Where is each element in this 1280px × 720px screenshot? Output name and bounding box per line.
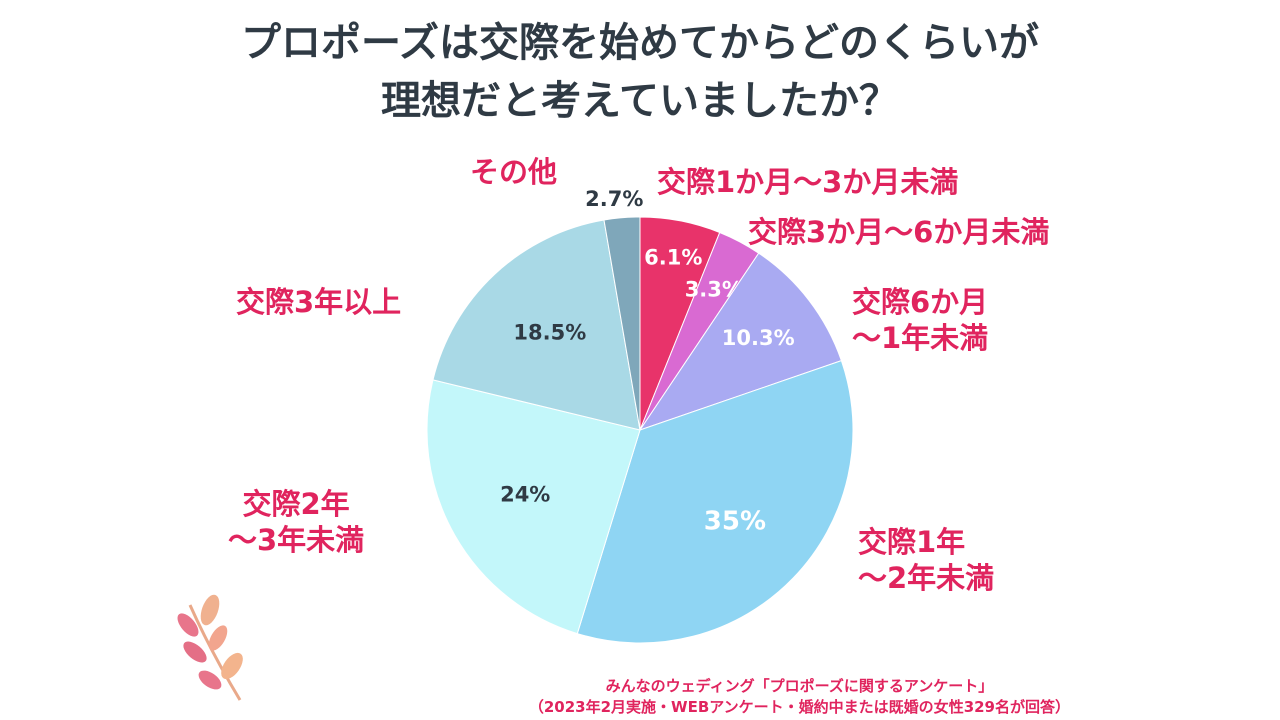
label-3to6months: 交際3か月～6か月未満: [748, 215, 1050, 249]
slice-6months-1year-value: 10.3%: [722, 326, 795, 350]
slice-1to2years: [576, 359, 854, 644]
source-line1: みんなのウェディング「プロポーズに関するアンケート」: [605, 677, 994, 695]
label-3years-plus: 交際3年以上: [236, 285, 402, 319]
label-1to2years: 交際1年 ～2年未満: [858, 525, 995, 595]
source-line2: （2023年2月実施・WEBアンケート・婚約中または既婚の女性329名が回答）: [528, 698, 1070, 716]
slice-other-value: 2.7%: [585, 187, 643, 211]
leaf-branch-decoration: [177, 594, 243, 701]
slice-other: [603, 216, 641, 431]
label-2to3years: 交際2年 ～3年未満: [228, 487, 365, 557]
slice-1to2years-value: 35%: [704, 506, 766, 536]
label-6months-1year: 交際6か月 ～1年未満: [852, 285, 989, 355]
slice-3years-plus: [432, 219, 641, 431]
slice-2to3years-value: 24%: [500, 482, 550, 506]
slice-3years-plus-value: 18.5%: [513, 321, 586, 345]
source-note: みんなのウェディング「プロポーズに関するアンケート」 （2023年2月実施・WE…: [529, 675, 1070, 717]
label-1to3months: 交際1か月～3か月未満: [657, 165, 959, 199]
chart-title-line1: プロポーズは交際を始めてからどのくらいが: [241, 20, 1039, 66]
slice-2to3years: [426, 379, 641, 635]
label-other: その他: [470, 155, 558, 189]
chart-title-line2: 理想だと考えていましたか？: [381, 78, 899, 124]
slice-1to3months-value: 6.1%: [644, 246, 702, 270]
slice-6months-1year: [638, 252, 843, 431]
